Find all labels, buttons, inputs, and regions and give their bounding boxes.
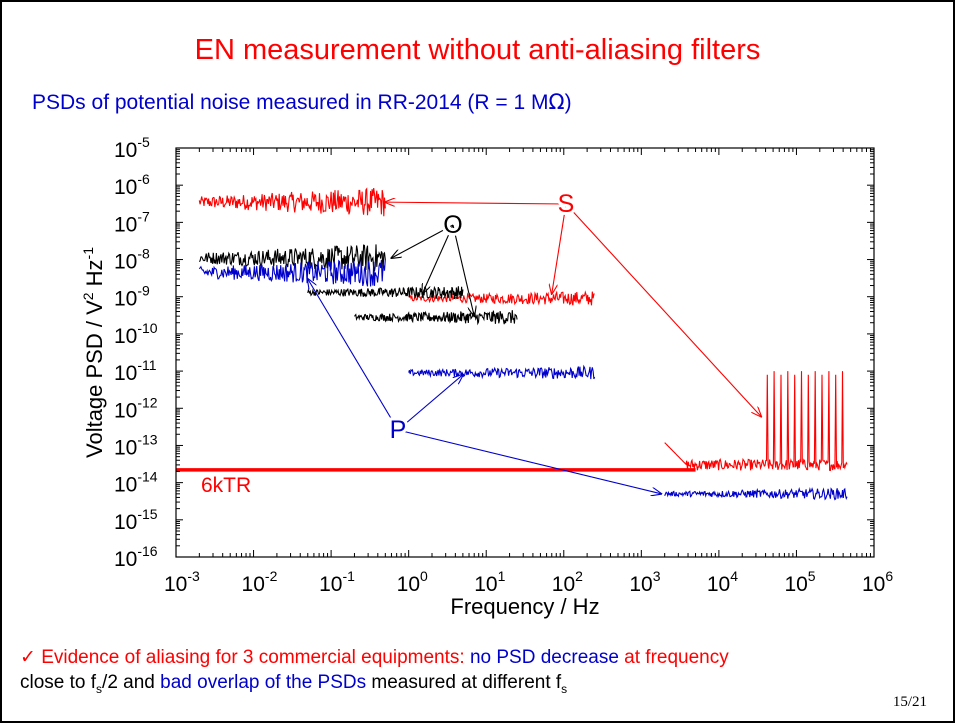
annotation-arrow bbox=[397, 375, 463, 431]
series-line-5 bbox=[307, 285, 464, 299]
footnote-line-2: close to fs/2 and bad overlap of the PSD… bbox=[20, 672, 568, 696]
x-axis-label: Frequency / Hz bbox=[450, 594, 599, 619]
y-tick-label: 10-15 bbox=[114, 506, 158, 534]
y-tick-label: 10-5 bbox=[114, 134, 150, 162]
footnote-line-1: ✓ Evidence of aliasing for 3 commercial … bbox=[20, 646, 729, 668]
reference-line-label: 6kTR bbox=[201, 474, 251, 497]
annotation-arrow bbox=[552, 203, 567, 294]
x-tick-label: 101 bbox=[474, 568, 505, 596]
y-tick-label: 10-12 bbox=[114, 394, 158, 422]
annotation-arrow bbox=[565, 203, 761, 417]
x-tick-label: 10-3 bbox=[164, 568, 200, 596]
page-number: 15/21 bbox=[892, 694, 927, 710]
series-line-9 bbox=[664, 487, 848, 501]
slide-title: EN measurement without anti-aliasing fil… bbox=[194, 34, 761, 66]
annotation-arrow bbox=[452, 224, 474, 316]
annotation-label: O bbox=[443, 211, 462, 239]
x-tick-label: 102 bbox=[552, 568, 583, 596]
checkmark-icon: ✓ bbox=[20, 646, 36, 668]
subtitle-end: ) bbox=[564, 91, 572, 114]
y-tick-label: 10-16 bbox=[114, 543, 158, 571]
x-tick-label: 100 bbox=[397, 568, 428, 596]
y-tick-label: 10-9 bbox=[114, 283, 150, 311]
plot-frame bbox=[175, 147, 875, 558]
omega-symbol: Ω bbox=[548, 90, 565, 114]
series-line-6 bbox=[354, 310, 518, 326]
annotation-arrow bbox=[391, 224, 454, 258]
x-tick-label: 10-1 bbox=[319, 568, 355, 596]
y-tick-label: 10-10 bbox=[114, 320, 158, 348]
annotation-label: P bbox=[390, 416, 407, 444]
x-tick-label: 103 bbox=[629, 568, 660, 596]
series-line-8 bbox=[408, 364, 596, 380]
footnote: ✓ Evidence of aliasing for 3 commercial … bbox=[20, 645, 729, 702]
series-line-7 bbox=[198, 259, 386, 287]
y-tick-label: 10-6 bbox=[114, 171, 150, 199]
x-tick-label: 104 bbox=[707, 568, 738, 596]
x-tick-label: 105 bbox=[784, 568, 815, 596]
y-tick-label: 10-13 bbox=[114, 431, 158, 459]
series-line-4 bbox=[198, 244, 386, 272]
series-line-2 bbox=[408, 290, 595, 306]
y-axis-label: Voltage PSD / V2 Hz-1 bbox=[80, 247, 107, 458]
x-tick-label: 10-2 bbox=[242, 568, 278, 596]
y-tick-label: 10-11 bbox=[114, 357, 157, 385]
y-tick-label: 10-8 bbox=[114, 246, 150, 274]
y-tick-label: 10-7 bbox=[114, 208, 150, 236]
annotation-label: S bbox=[558, 190, 575, 218]
annotation-arrow bbox=[422, 224, 454, 294]
series-line-1 bbox=[198, 187, 386, 217]
annotation-arrow bbox=[397, 429, 661, 494]
annotation-arrow bbox=[308, 279, 399, 431]
series-line-3 bbox=[664, 371, 848, 472]
y-tick-label: 10-14 bbox=[114, 469, 158, 497]
subtitle-text: PSDs of potential noise measured in RR-2… bbox=[32, 91, 549, 114]
annotation-arrow bbox=[385, 202, 567, 204]
x-tick-label: 106 bbox=[862, 568, 893, 596]
chart-subtitle: PSDs of potential noise measured in RR-2… bbox=[32, 90, 572, 115]
